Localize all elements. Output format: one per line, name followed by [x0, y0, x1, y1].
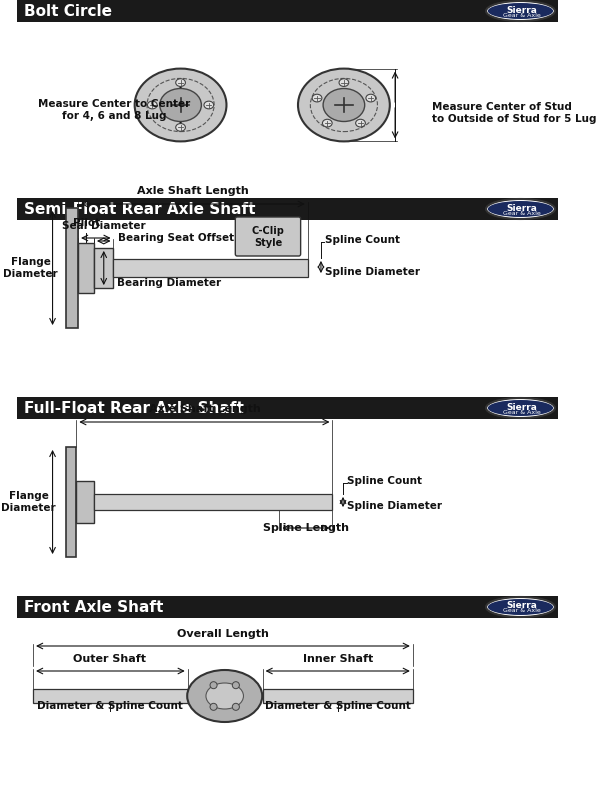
Bar — [78, 243, 94, 293]
Bar — [113, 259, 308, 277]
Text: Axle Shaft Length: Axle Shaft Length — [137, 186, 249, 196]
Text: Diameter & Spline Count: Diameter & Spline Count — [37, 701, 183, 711]
Text: Seal Diameter: Seal Diameter — [62, 221, 146, 231]
Bar — [17, 198, 558, 220]
Text: Flange
Diameter: Flange Diameter — [1, 491, 56, 512]
Text: Sierra: Sierra — [507, 6, 538, 14]
Text: Gear & Axle: Gear & Axle — [503, 211, 541, 215]
Text: Gear & Axle: Gear & Axle — [503, 608, 541, 614]
Bar — [17, 397, 558, 419]
Ellipse shape — [323, 89, 365, 121]
Bar — [76, 481, 94, 523]
Ellipse shape — [298, 69, 390, 142]
Ellipse shape — [486, 398, 555, 418]
Text: Gear & Axle: Gear & Axle — [503, 409, 541, 414]
Bar — [94, 248, 113, 288]
Ellipse shape — [210, 682, 217, 689]
Text: Inner Shaft: Inner Shaft — [302, 654, 373, 664]
Text: Outer Shaft: Outer Shaft — [73, 654, 146, 664]
Ellipse shape — [233, 682, 239, 689]
Ellipse shape — [233, 703, 239, 710]
Text: Sierra: Sierra — [507, 204, 538, 212]
Text: Bearing Seat Offset: Bearing Seat Offset — [118, 233, 234, 243]
Text: Sierra: Sierra — [507, 402, 538, 412]
Text: Spline Diameter: Spline Diameter — [348, 501, 442, 511]
Text: Axle Shaft Length: Axle Shaft Length — [149, 404, 260, 414]
Text: Full-Float Rear Axle Shaft: Full-Float Rear Axle Shaft — [24, 401, 244, 416]
Text: Front Axle Shaft: Front Axle Shaft — [24, 600, 163, 615]
Ellipse shape — [486, 597, 555, 617]
Ellipse shape — [204, 101, 214, 109]
Ellipse shape — [486, 1, 555, 21]
Ellipse shape — [176, 78, 185, 86]
Text: Measure Center to Center
for 4, 6 and 8 Lug: Measure Center to Center for 4, 6 and 8 … — [38, 99, 190, 121]
Ellipse shape — [488, 400, 553, 416]
Text: Diameter & Spline Count: Diameter & Spline Count — [265, 701, 411, 711]
Ellipse shape — [339, 78, 349, 86]
Text: C-Clip
Style: C-Clip Style — [252, 227, 285, 248]
Ellipse shape — [488, 3, 553, 19]
Bar — [94, 494, 332, 510]
Ellipse shape — [210, 703, 217, 710]
Text: Measure Center of Stud
to Outside of Stud for 5 Lug: Measure Center of Stud to Outside of Stu… — [432, 102, 597, 124]
Text: Bolt Circle: Bolt Circle — [24, 3, 112, 18]
Ellipse shape — [176, 124, 185, 131]
FancyBboxPatch shape — [235, 217, 300, 256]
Bar — [17, 596, 558, 618]
Text: Gear & Axle: Gear & Axle — [503, 13, 541, 17]
Ellipse shape — [488, 599, 553, 615]
Text: Spline Count: Spline Count — [348, 476, 422, 486]
Text: Flange
Diameter: Flange Diameter — [3, 257, 58, 279]
Bar — [66, 208, 78, 328]
Ellipse shape — [206, 683, 244, 709]
Bar — [17, 0, 558, 22]
Text: Spline Length: Spline Length — [263, 523, 349, 533]
Ellipse shape — [366, 94, 376, 102]
Ellipse shape — [312, 94, 322, 102]
Text: Overall Length: Overall Length — [177, 629, 269, 639]
Bar — [33, 689, 188, 703]
Ellipse shape — [187, 670, 262, 722]
Bar — [263, 689, 412, 703]
Ellipse shape — [356, 120, 365, 127]
Text: Spline Count: Spline Count — [326, 235, 400, 245]
Ellipse shape — [147, 101, 157, 109]
Ellipse shape — [488, 201, 553, 217]
Text: Pilot: Pilot — [73, 218, 100, 228]
Text: Sierra: Sierra — [507, 601, 538, 611]
Ellipse shape — [160, 89, 201, 121]
Bar — [66, 447, 76, 557]
Ellipse shape — [486, 199, 555, 219]
Ellipse shape — [323, 120, 332, 127]
Ellipse shape — [135, 69, 226, 142]
Text: Spline Diameter: Spline Diameter — [326, 267, 420, 277]
Text: Semi-Float Rear Axle Shaft: Semi-Float Rear Axle Shaft — [24, 201, 256, 216]
Text: Bearing Diameter: Bearing Diameter — [117, 278, 221, 288]
